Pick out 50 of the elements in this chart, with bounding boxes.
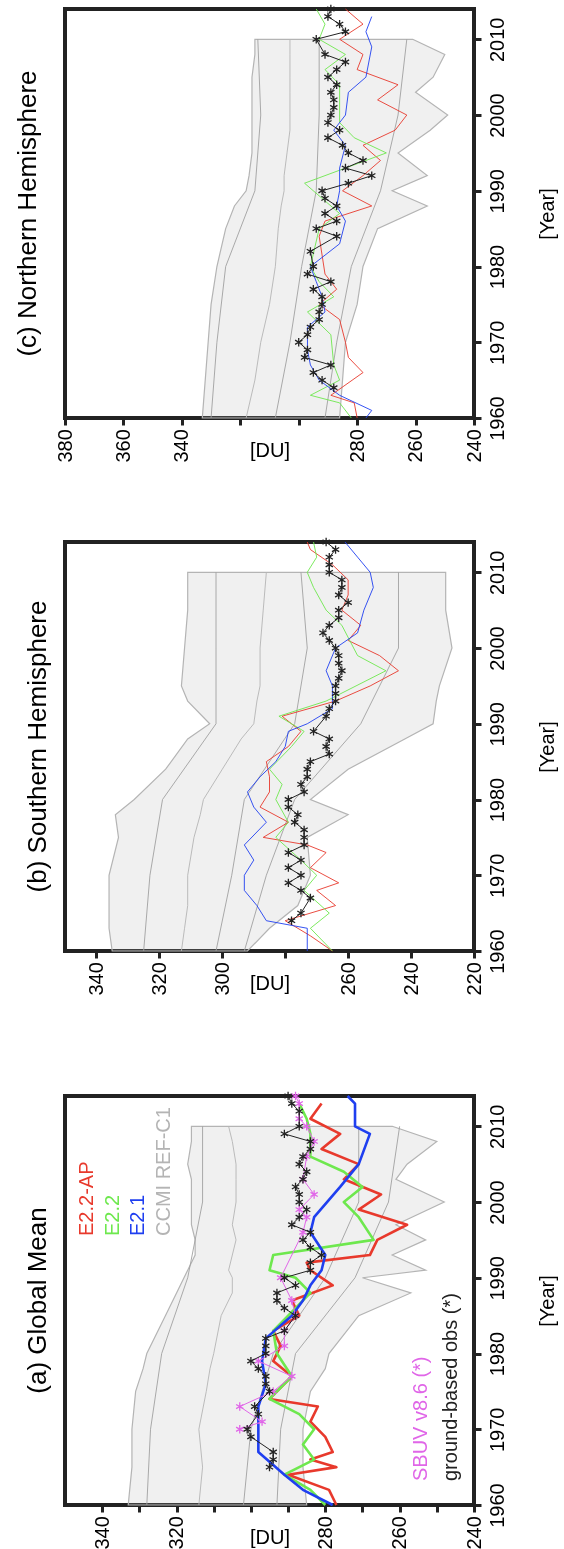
y-tick-label: 1970 xyxy=(485,853,508,899)
x-tick-label: 260 xyxy=(336,962,359,996)
text: E2.2-AP xyxy=(75,1161,97,1236)
x-tick-label: 260 xyxy=(388,1516,411,1549)
y-tick-label: 2000 xyxy=(485,93,508,138)
y-tick-label: 1980 xyxy=(485,1331,508,1377)
y-axis-title: [Year] xyxy=(535,188,558,240)
y-tick-label: 2010 xyxy=(485,550,508,596)
y-tick-label: 1960 xyxy=(485,929,508,974)
x-tick-label: 340 xyxy=(84,962,107,996)
y-tick-label: 1980 xyxy=(485,244,508,290)
y-tick-label: 1960 xyxy=(485,396,508,441)
text: (c) Northern Hemisphere xyxy=(12,70,42,357)
y-tick-label: 2010 xyxy=(485,17,508,63)
text: CCMI REF-C1 xyxy=(151,1107,174,1236)
y-tick-label: 2000 xyxy=(485,1180,508,1225)
x-tick-label: 360 xyxy=(111,429,134,463)
x-tick-label: 240 xyxy=(462,429,485,463)
x-axis-title: [DU] xyxy=(250,438,290,461)
y-axis-title: [Year] xyxy=(535,1275,558,1327)
y-tick-label: 1970 xyxy=(485,320,508,366)
x-tick-label: 380 xyxy=(53,429,76,463)
text: ground-based obs (*) xyxy=(439,1293,461,1481)
text: E2.2 xyxy=(100,1194,123,1236)
text: E2.1 xyxy=(126,1194,148,1236)
x-tick-label: 260 xyxy=(404,429,427,463)
x-tick-label: 280 xyxy=(345,429,368,463)
text: (b) Southern Hemisphere xyxy=(22,600,52,893)
y-tick-label: 1990 xyxy=(485,1256,508,1301)
x-axis-title: [DU] xyxy=(250,1525,290,1548)
x-tick-label: 240 xyxy=(399,962,422,996)
y-tick-label: 1960 xyxy=(485,1483,508,1528)
x-tick-label: 220 xyxy=(462,962,485,996)
y-tick-label: 1980 xyxy=(485,777,508,823)
x-tick-label: 340 xyxy=(90,1516,113,1549)
x-tick-label: 280 xyxy=(313,1516,336,1549)
text: (a) Global Mean xyxy=(22,1207,52,1394)
y-tick-label: 2000 xyxy=(485,626,508,671)
y-tick-label: 1990 xyxy=(485,702,508,747)
text: SBUV v8.6 (*) xyxy=(409,1356,431,1481)
x-tick-label: 320 xyxy=(165,1516,188,1549)
x-tick-label: 240 xyxy=(462,1516,485,1549)
x-tick-label: 300 xyxy=(210,962,233,996)
x-tick-label: 320 xyxy=(147,962,170,996)
y-axis-title: [Year] xyxy=(535,721,558,773)
x-tick-label: 340 xyxy=(170,429,193,463)
y-tick-label: 1990 xyxy=(485,169,508,214)
x-axis-title: [DU] xyxy=(250,971,290,994)
y-tick-label: 2010 xyxy=(485,1104,508,1150)
y-tick-label: 1970 xyxy=(485,1407,508,1453)
